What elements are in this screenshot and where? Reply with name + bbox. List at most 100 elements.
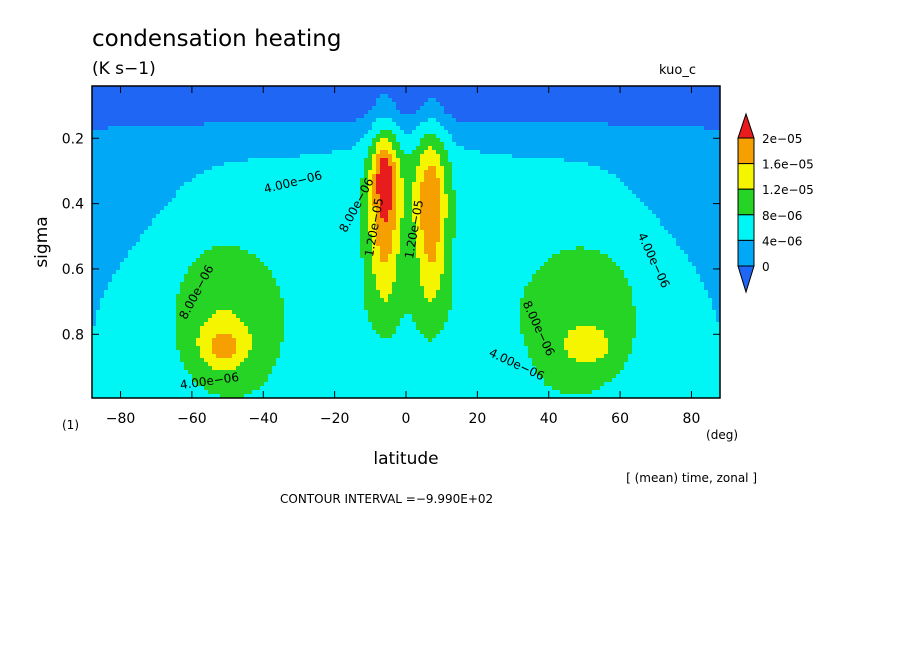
field-cell (340, 158, 345, 163)
field-cell (416, 98, 421, 103)
field-cell (452, 202, 457, 207)
field-cell (580, 86, 585, 91)
field-cell (556, 170, 561, 175)
field-cell (620, 178, 625, 183)
field-cell (572, 110, 577, 115)
field-cell (380, 130, 385, 135)
field-cell (452, 166, 457, 171)
field-cell (412, 90, 417, 95)
field-cell (180, 86, 185, 91)
field-cell (236, 154, 241, 159)
field-cell (180, 146, 185, 151)
field-cell (560, 134, 565, 139)
field-cell (108, 118, 113, 123)
field-cell (552, 122, 557, 127)
field-cell (528, 118, 533, 123)
field-cell (208, 178, 213, 183)
field-cell (288, 118, 293, 123)
field-cell (176, 186, 181, 191)
field-cell (472, 122, 477, 127)
field-cell (280, 178, 285, 183)
field-cell (192, 178, 197, 183)
field-cell (124, 142, 129, 147)
field-cell (676, 174, 681, 179)
field-cell (240, 166, 245, 171)
field-cell (376, 202, 381, 207)
field-cell (444, 154, 449, 159)
field-cell (520, 110, 525, 115)
field-cell (460, 102, 465, 107)
field-cell (244, 126, 249, 131)
field-cell (412, 138, 417, 143)
field-cell (384, 206, 389, 211)
field-cell (416, 206, 421, 211)
field-cell (240, 142, 245, 147)
field-cell (440, 158, 445, 163)
field-cell (144, 158, 149, 163)
field-cell (408, 138, 413, 143)
field-cell (312, 118, 317, 123)
field-cell (324, 150, 329, 155)
field-cell (512, 86, 517, 91)
field-cell (276, 198, 281, 203)
field-cell (116, 190, 121, 195)
field-cell (640, 106, 645, 111)
field-cell (468, 146, 473, 151)
field-cell (612, 106, 617, 111)
field-cell (600, 174, 605, 179)
field-cell (476, 142, 481, 147)
field-cell (120, 110, 125, 115)
field-cell (556, 138, 561, 143)
field-cell (128, 110, 133, 115)
field-cell (500, 118, 505, 123)
field-cell (272, 146, 277, 151)
field-cell (232, 206, 237, 211)
field-cell (372, 114, 377, 119)
field-cell (364, 198, 369, 203)
field-cell (124, 210, 129, 215)
field-cell (140, 126, 145, 131)
field-cell (500, 166, 505, 171)
field-cell (456, 102, 461, 107)
field-cell (264, 154, 269, 159)
field-cell (512, 198, 517, 203)
field-cell (432, 134, 437, 139)
field-cell (252, 174, 257, 179)
field-cell (176, 150, 181, 155)
field-cell (228, 178, 233, 183)
field-cell (268, 110, 273, 115)
field-cell (168, 134, 173, 139)
field-cell (460, 210, 465, 215)
field-cell (304, 166, 309, 171)
field-cell (120, 98, 125, 103)
field-cell (588, 202, 593, 207)
field-cell (144, 102, 149, 107)
field-cell (104, 162, 109, 167)
field-cell (328, 110, 333, 115)
field-cell (584, 198, 589, 203)
field-cell (136, 134, 141, 139)
field-cell (340, 170, 345, 175)
field-cell (588, 170, 593, 175)
field-cell (412, 142, 417, 147)
field-cell (196, 174, 201, 179)
field-cell (688, 162, 693, 167)
field-cell (204, 170, 209, 175)
field-cell (212, 106, 217, 111)
field-cell (484, 162, 489, 167)
field-cell (380, 194, 385, 199)
field-cell (620, 110, 625, 115)
field-cell (712, 98, 717, 103)
field-cell (516, 158, 521, 163)
field-cell (268, 174, 273, 179)
field-cell (444, 166, 449, 171)
field-cell (348, 158, 353, 163)
field-cell (520, 162, 525, 167)
field-cell (96, 186, 101, 191)
field-cell (280, 86, 285, 91)
field-cell (328, 134, 333, 139)
field-cell (168, 174, 173, 179)
field-cell (620, 98, 625, 103)
field-cell (308, 98, 313, 103)
field-cell (296, 174, 301, 179)
